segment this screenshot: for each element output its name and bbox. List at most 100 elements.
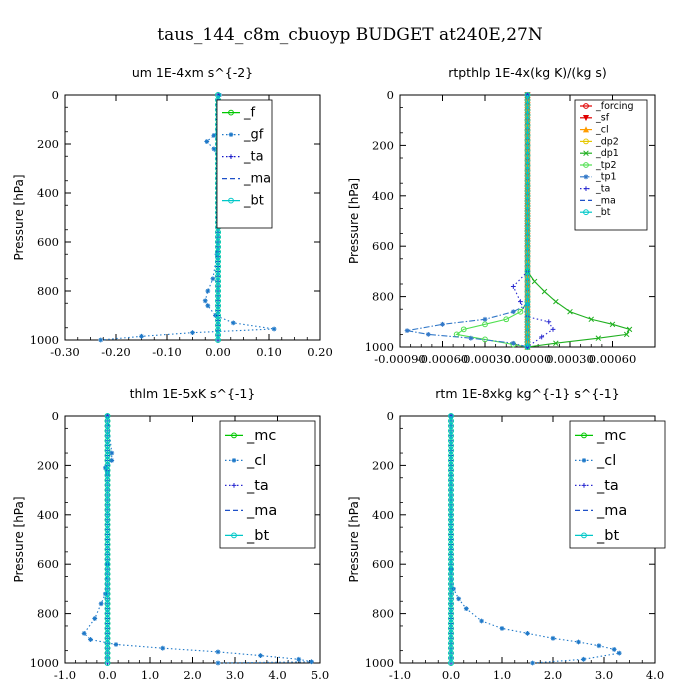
legend-marker <box>582 115 590 122</box>
y-tick-label: 600 <box>372 239 394 253</box>
data-point <box>404 328 410 334</box>
y-tick-label: 1000 <box>365 656 394 670</box>
data-point <box>109 458 115 463</box>
legend-label: _bt <box>246 528 269 544</box>
data-point <box>626 326 633 333</box>
legend-marker <box>228 132 234 137</box>
legend-box <box>216 99 273 229</box>
data-point <box>609 321 616 328</box>
x-tick-label: 1.0 <box>141 668 159 682</box>
legend-label: _ma <box>595 195 616 206</box>
legend-label: _tp2 <box>595 160 617 171</box>
series-cl <box>81 413 314 666</box>
legend: _mc _cl _ta _ma _bt <box>569 420 666 549</box>
x-tick-label: -0.30 <box>50 345 80 359</box>
data-point <box>550 635 556 641</box>
data-point <box>230 320 236 326</box>
data-point <box>205 288 211 294</box>
legend-label: _ta <box>596 478 619 494</box>
data-point <box>524 344 531 350</box>
series-tp2 <box>453 92 531 350</box>
x-tick-label: 0.0 <box>442 668 460 682</box>
x-tick-label: 0.10 <box>256 345 282 359</box>
data-point <box>482 336 488 343</box>
legend-marker <box>583 162 589 168</box>
data-point <box>460 326 467 333</box>
y-axis-label: Pressure [hPa] <box>12 496 26 582</box>
legend-marker <box>228 109 234 116</box>
x-tick-label: 0.00000 <box>504 352 552 366</box>
legend-marker <box>582 126 590 133</box>
x-tick-label: -1.0 <box>389 668 411 682</box>
panel-title: rtpthlp 1E-4x(kg K)/(kg s) <box>448 65 607 80</box>
legend: _mc _cl _ta _ma _bt <box>219 420 316 549</box>
y-tick-label: 200 <box>37 458 59 472</box>
y-tick-label: 1000 <box>30 656 59 670</box>
data-point <box>482 316 488 322</box>
legend-label: _dp2 <box>595 136 619 147</box>
data-point <box>205 303 211 309</box>
legend-label: _ma <box>243 172 271 187</box>
data-point <box>81 630 87 636</box>
x-tick-label: -0.00060 <box>417 352 468 366</box>
legend-box <box>219 420 316 549</box>
legend-label: _gf <box>243 128 264 143</box>
x-tick-label: 0.0 <box>98 668 116 682</box>
data-point <box>479 618 484 624</box>
y-tick-label: 0 <box>387 88 394 102</box>
y-tick-label: 1000 <box>365 340 394 354</box>
chart-panel-4: rtm 1E-8xkg kg^{-1} s^{-1} Pressure [hPa]… <box>347 386 666 682</box>
y-tick-label: 200 <box>372 458 394 472</box>
series-cl <box>448 413 622 666</box>
series-ta <box>510 92 556 350</box>
y-tick-label: 1000 <box>30 333 59 347</box>
data-point <box>550 326 556 332</box>
data-point <box>448 660 454 666</box>
legend-label: _sf <box>595 113 610 124</box>
y-tick-label: 600 <box>37 557 59 571</box>
data-point <box>190 330 195 336</box>
x-tick-label: -1.0 <box>54 668 76 682</box>
x-tick-label: 0.00 <box>205 345 231 359</box>
series-bt <box>524 92 531 350</box>
y-axis-label: Pressure [hPa] <box>347 178 361 264</box>
legend-label: _mc <box>596 428 626 444</box>
panel-title: rtm 1E-8xkg kg^{-1} s^{-1} <box>435 386 619 401</box>
panel-title: thlm 1E-5xK s^{-1} <box>130 386 256 401</box>
data-point <box>510 309 516 315</box>
legend-label: _bt <box>243 194 264 209</box>
data-point <box>215 337 221 343</box>
legend-marker <box>583 174 589 180</box>
data-point <box>546 319 552 325</box>
x-tick-label: 0.20 <box>307 345 333 359</box>
series-bt <box>448 413 454 666</box>
x-tick-label: 1.0 <box>493 668 511 682</box>
plot-frame <box>64 94 321 341</box>
legend: _forcing_sf_cl_dp2_dp1_tp2_tp1_ta_ma_bt <box>574 99 648 231</box>
data-point <box>202 298 208 304</box>
data-point <box>210 276 216 282</box>
legend-label: _dp1 <box>595 148 619 159</box>
y-tick-label: 600 <box>37 235 59 249</box>
legend-marker <box>231 532 237 539</box>
y-tick-label: 200 <box>37 137 59 151</box>
legend-marker <box>583 209 589 216</box>
data-point <box>204 139 210 144</box>
legend-label: _ta <box>246 478 269 494</box>
legend-marker <box>581 532 587 539</box>
data-point <box>92 616 98 621</box>
data-point <box>510 340 516 346</box>
x-tick-label: 3.0 <box>595 668 613 682</box>
series-line <box>406 95 529 348</box>
x-tick-label: 5.0 <box>311 668 329 682</box>
x-tick-label: 2.0 <box>183 668 201 682</box>
data-point <box>482 321 488 328</box>
x-tick-label: 4.0 <box>268 668 286 682</box>
data-point <box>215 649 221 655</box>
y-axis-label: Pressure [hPa] <box>12 174 26 260</box>
data-point <box>211 146 217 152</box>
data-point <box>525 630 530 636</box>
legend-label: _f <box>243 106 256 121</box>
data-point <box>211 133 217 138</box>
y-tick-label: 800 <box>37 607 59 621</box>
